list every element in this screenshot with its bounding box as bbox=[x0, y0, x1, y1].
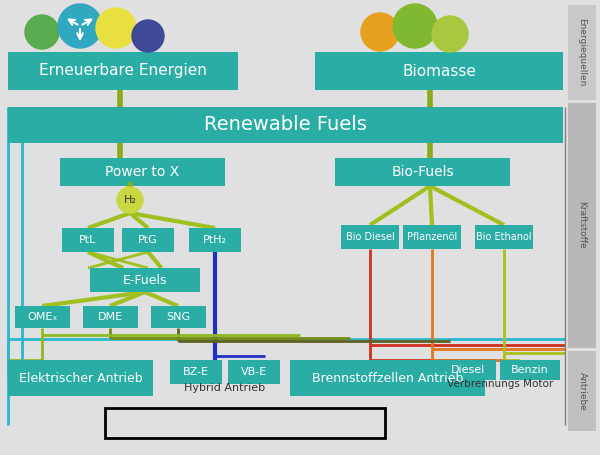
Bar bbox=[90, 268, 200, 292]
Text: Benzin: Benzin bbox=[511, 365, 549, 375]
Text: DME: DME bbox=[98, 312, 123, 322]
Text: Verbrennungs Motor: Verbrennungs Motor bbox=[447, 379, 553, 389]
Text: Bio Diesel: Bio Diesel bbox=[346, 232, 394, 242]
Bar bbox=[290, 360, 485, 396]
Bar bbox=[60, 158, 225, 186]
Circle shape bbox=[58, 4, 102, 48]
Bar bbox=[8, 52, 238, 90]
Text: OMEₓ: OMEₓ bbox=[28, 312, 58, 322]
Bar bbox=[440, 360, 496, 380]
Text: Bio Ethanol: Bio Ethanol bbox=[476, 232, 532, 242]
Text: Erneuerbare Energien: Erneuerbare Energien bbox=[39, 64, 207, 79]
Bar bbox=[341, 225, 399, 249]
Bar bbox=[122, 228, 174, 252]
Bar bbox=[475, 225, 533, 249]
Bar bbox=[403, 225, 461, 249]
Text: Antriebe: Antriebe bbox=[577, 372, 587, 410]
Bar bbox=[568, 103, 596, 348]
Circle shape bbox=[393, 4, 437, 48]
Text: Hybrid Antrieb: Hybrid Antrieb bbox=[184, 383, 266, 393]
Text: PtL: PtL bbox=[79, 235, 97, 245]
Bar bbox=[189, 228, 241, 252]
Bar bbox=[315, 52, 563, 90]
Bar bbox=[228, 360, 280, 384]
Text: Bio-Fuels: Bio-Fuels bbox=[391, 165, 454, 179]
Bar bbox=[170, 360, 222, 384]
Text: Kraftstoffe: Kraftstoffe bbox=[577, 201, 587, 249]
Text: Brennstoffzellen Antrieb: Brennstoffzellen Antrieb bbox=[312, 371, 463, 384]
Circle shape bbox=[132, 20, 164, 52]
Bar bbox=[105, 408, 385, 438]
Circle shape bbox=[432, 16, 468, 52]
Circle shape bbox=[117, 187, 143, 213]
Text: VB-E: VB-E bbox=[241, 367, 267, 377]
Text: PtG: PtG bbox=[138, 235, 158, 245]
Text: Biomasse: Biomasse bbox=[402, 64, 476, 79]
Text: Elektrischer Antrieb: Elektrischer Antrieb bbox=[19, 371, 142, 384]
Text: PtH₂: PtH₂ bbox=[203, 235, 227, 245]
Text: Energiequellen: Energiequellen bbox=[577, 18, 587, 86]
Text: Power to X: Power to X bbox=[106, 165, 179, 179]
Bar bbox=[83, 306, 138, 328]
Bar bbox=[335, 158, 510, 186]
Text: BZ-E: BZ-E bbox=[183, 367, 209, 377]
Bar bbox=[8, 107, 563, 143]
Text: Diesel: Diesel bbox=[451, 365, 485, 375]
Circle shape bbox=[25, 15, 59, 49]
Circle shape bbox=[361, 13, 399, 51]
Text: Pflanzenöl: Pflanzenöl bbox=[407, 232, 457, 242]
Circle shape bbox=[96, 8, 136, 48]
Bar bbox=[151, 306, 206, 328]
Text: SNG: SNG bbox=[166, 312, 191, 322]
Text: E-Fuels: E-Fuels bbox=[123, 273, 167, 287]
Bar bbox=[62, 228, 114, 252]
Bar bbox=[8, 360, 153, 396]
Text: Renewable Fuels: Renewable Fuels bbox=[204, 116, 367, 135]
Bar bbox=[568, 351, 596, 431]
Bar bbox=[15, 306, 70, 328]
Bar bbox=[500, 360, 560, 380]
Text: H₂: H₂ bbox=[124, 195, 136, 205]
Bar bbox=[568, 5, 596, 100]
